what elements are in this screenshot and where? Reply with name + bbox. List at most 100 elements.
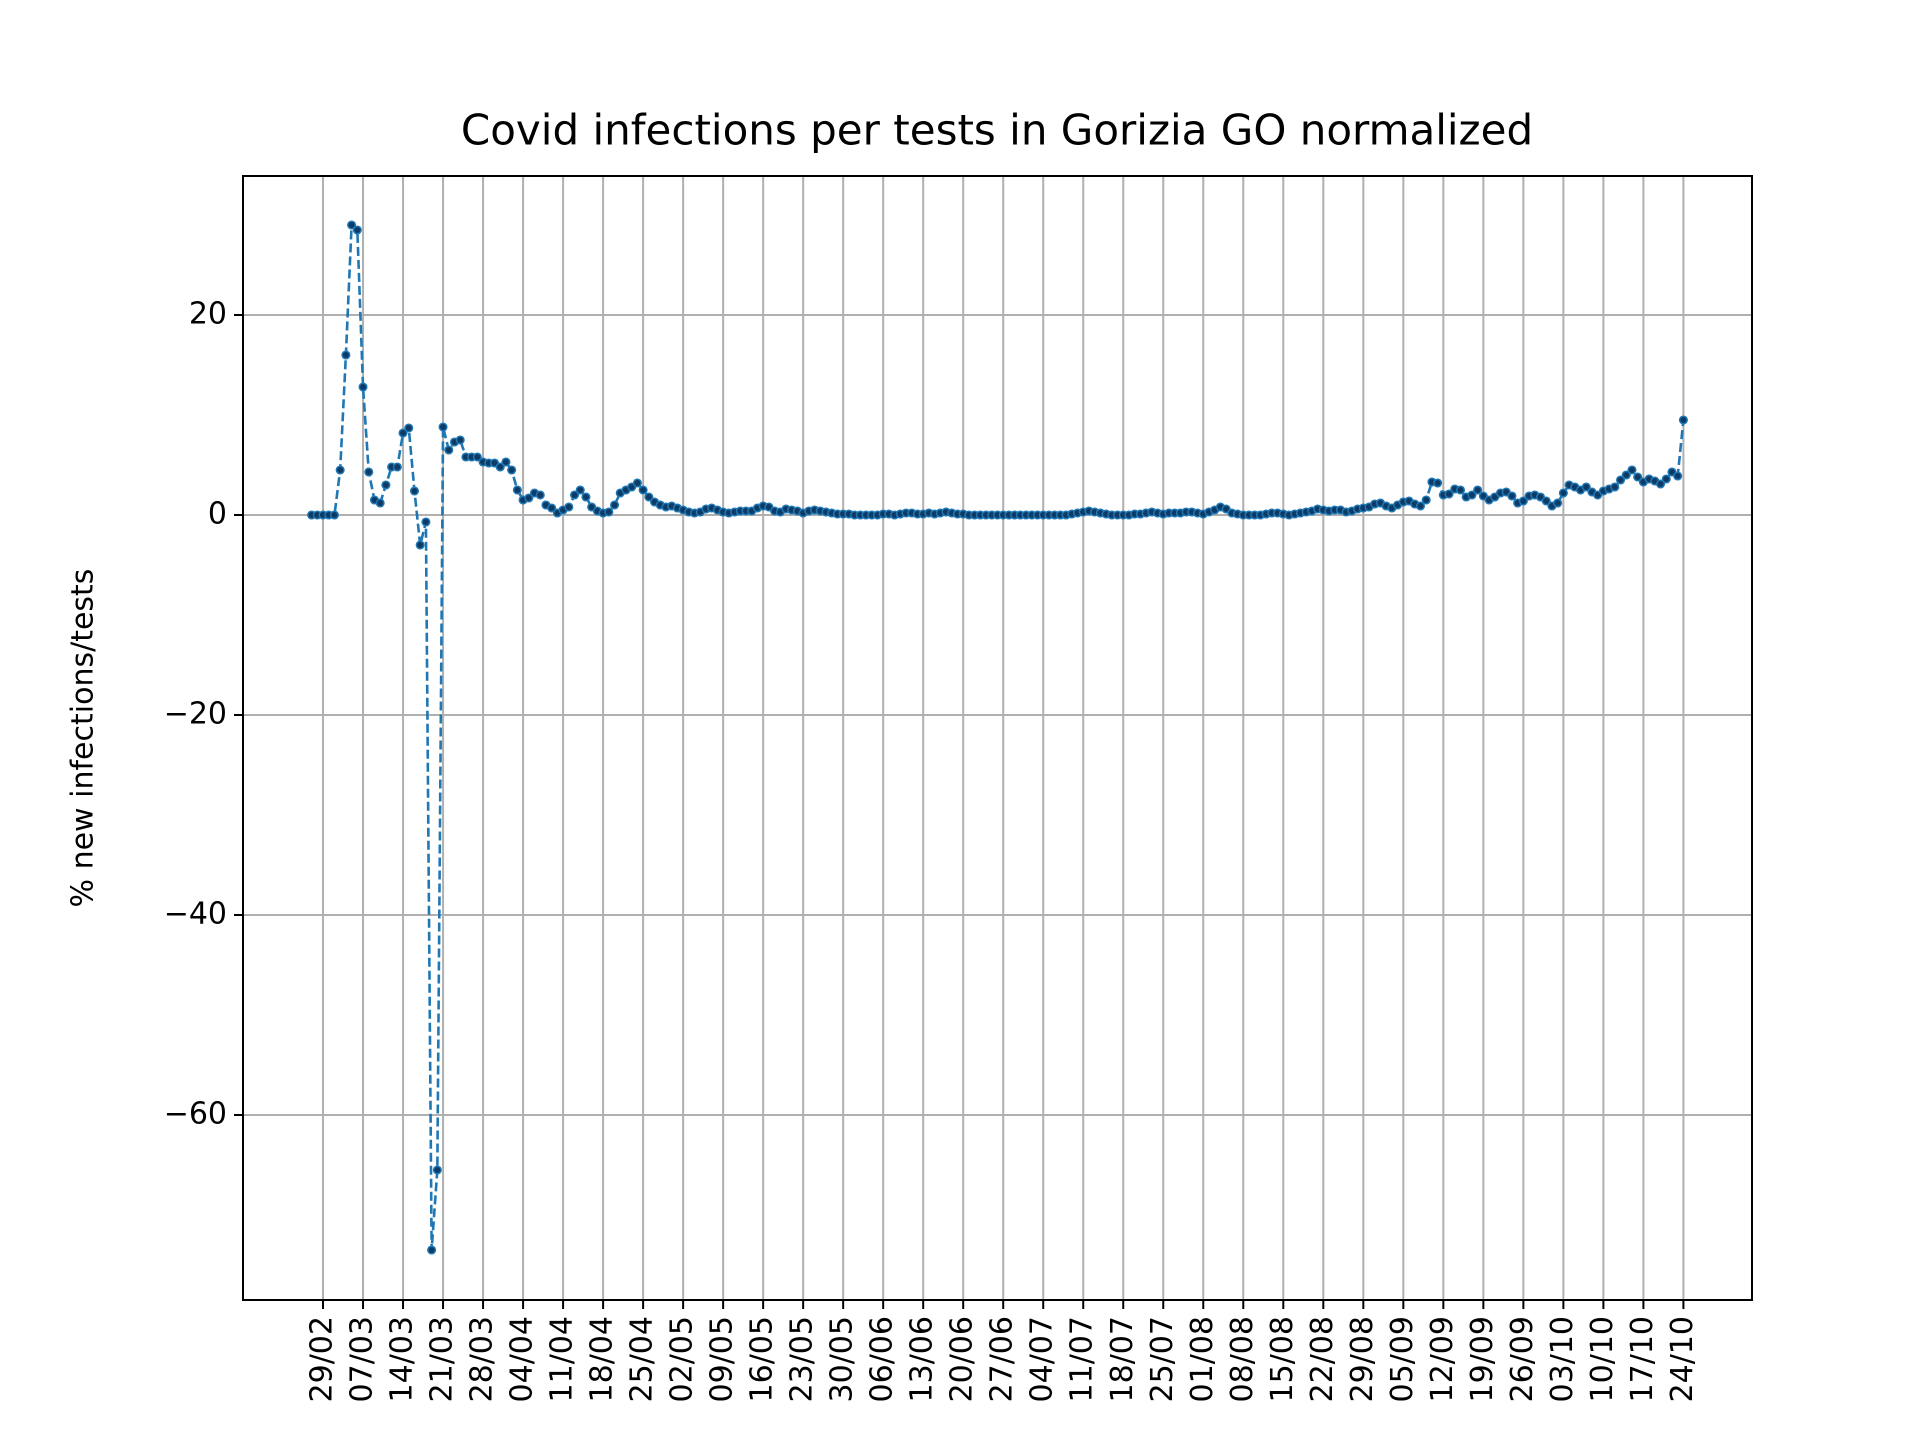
x-tick-label: 12/09 xyxy=(1425,1316,1460,1402)
data-point xyxy=(341,350,351,360)
x-tick-label: 05/09 xyxy=(1385,1316,1420,1402)
data-point xyxy=(1621,470,1631,480)
x-tick-label: 10/10 xyxy=(1585,1316,1620,1402)
x-tick-label: 01/08 xyxy=(1185,1316,1220,1402)
x-tick-label: 21/03 xyxy=(425,1316,460,1402)
data-point xyxy=(581,492,591,502)
y-axis-label: % new infections/tests xyxy=(66,569,101,908)
data-point xyxy=(432,1165,442,1175)
data-point xyxy=(438,422,448,432)
data-point xyxy=(1661,474,1671,484)
x-tick-label: 14/03 xyxy=(385,1316,420,1402)
x-tick-label: 11/04 xyxy=(545,1316,580,1402)
data-point xyxy=(638,485,648,495)
x-tick-label: 13/06 xyxy=(905,1316,940,1402)
data-point xyxy=(415,540,425,550)
x-tick-label: 15/08 xyxy=(1265,1316,1300,1402)
data-point xyxy=(347,220,357,230)
plot-frame xyxy=(242,175,1753,1301)
x-tick-label: 16/05 xyxy=(745,1316,780,1402)
data-point xyxy=(524,493,534,503)
data-point xyxy=(1455,485,1466,495)
data-point xyxy=(404,423,414,433)
data-point xyxy=(335,465,345,475)
data-point xyxy=(1627,465,1637,475)
data-point xyxy=(1421,495,1431,505)
x-tick-label: 22/08 xyxy=(1305,1316,1340,1402)
x-tick-label: 07/03 xyxy=(345,1316,380,1402)
x-tick-label: 09/05 xyxy=(705,1316,740,1402)
x-tick-label: 26/09 xyxy=(1505,1316,1540,1402)
y-tick-label: 0 xyxy=(208,497,227,532)
data-point xyxy=(358,382,368,392)
data-point xyxy=(427,1245,437,1255)
data-point xyxy=(364,467,374,477)
data-point xyxy=(547,503,557,513)
data-point xyxy=(444,445,454,455)
y-tick-label: −40 xyxy=(164,897,227,932)
x-tick-label: 20/06 xyxy=(945,1316,980,1402)
data-point xyxy=(632,478,642,488)
data-point xyxy=(564,502,574,512)
data-point xyxy=(1553,498,1563,508)
data-point xyxy=(507,465,517,475)
data-point xyxy=(1558,488,1568,498)
x-tick-label: 03/10 xyxy=(1545,1316,1580,1402)
data-point xyxy=(609,500,620,510)
x-tick-label: 17/10 xyxy=(1625,1316,1660,1402)
x-tick-label: 04/07 xyxy=(1025,1316,1060,1402)
data-point xyxy=(512,485,522,495)
data-point xyxy=(1610,482,1620,492)
data-point xyxy=(575,485,585,495)
x-tick-label: 08/08 xyxy=(1225,1316,1260,1402)
x-tick-label: 29/08 xyxy=(1345,1316,1380,1402)
data-point xyxy=(352,225,362,235)
data-point xyxy=(392,462,402,472)
data-point xyxy=(381,480,391,490)
x-tick-label: 28/03 xyxy=(465,1316,500,1402)
y-tick-label: −20 xyxy=(164,697,227,732)
x-tick-label: 18/04 xyxy=(585,1316,620,1402)
x-tick-label: 04/04 xyxy=(505,1316,540,1402)
data-point xyxy=(1541,496,1551,506)
data-point xyxy=(1415,501,1426,511)
x-tick-label: 18/07 xyxy=(1105,1316,1140,1402)
data-point xyxy=(535,490,545,500)
x-tick-label: 25/07 xyxy=(1145,1316,1180,1402)
data-point xyxy=(569,490,580,500)
y-tick-label: −60 xyxy=(164,1097,227,1132)
data-point xyxy=(329,510,340,520)
x-tick-label: 30/05 xyxy=(825,1316,860,1402)
x-tick-label: 25/04 xyxy=(625,1316,660,1402)
data-point xyxy=(1433,478,1443,488)
x-tick-label: 02/05 xyxy=(665,1316,700,1402)
data-point xyxy=(604,507,614,517)
chart-title: Covid infections per tests in Gorizia GO… xyxy=(461,106,1533,155)
data-point xyxy=(1655,479,1666,489)
data-point xyxy=(1518,496,1528,506)
data-point xyxy=(472,452,482,462)
x-tick-label: 11/07 xyxy=(1065,1316,1100,1402)
data-point xyxy=(1678,415,1688,425)
data-point xyxy=(1467,490,1477,500)
x-tick-label: 27/06 xyxy=(985,1316,1020,1402)
x-tick-label: 24/10 xyxy=(1665,1316,1700,1402)
data-point xyxy=(398,428,408,438)
data-point xyxy=(455,435,465,445)
data-point xyxy=(1581,482,1591,492)
data-point xyxy=(1615,475,1626,485)
data-point xyxy=(375,498,385,508)
data-point xyxy=(1444,489,1454,499)
y-tick-label: 20 xyxy=(189,297,227,332)
data-point xyxy=(409,486,420,496)
data-point xyxy=(1507,491,1517,501)
data-point xyxy=(421,517,431,527)
x-tick-label: 06/06 xyxy=(865,1316,900,1402)
data-point xyxy=(1633,472,1643,482)
x-tick-label: 19/09 xyxy=(1465,1316,1500,1402)
data-point xyxy=(1673,471,1683,481)
data-point xyxy=(501,457,511,467)
